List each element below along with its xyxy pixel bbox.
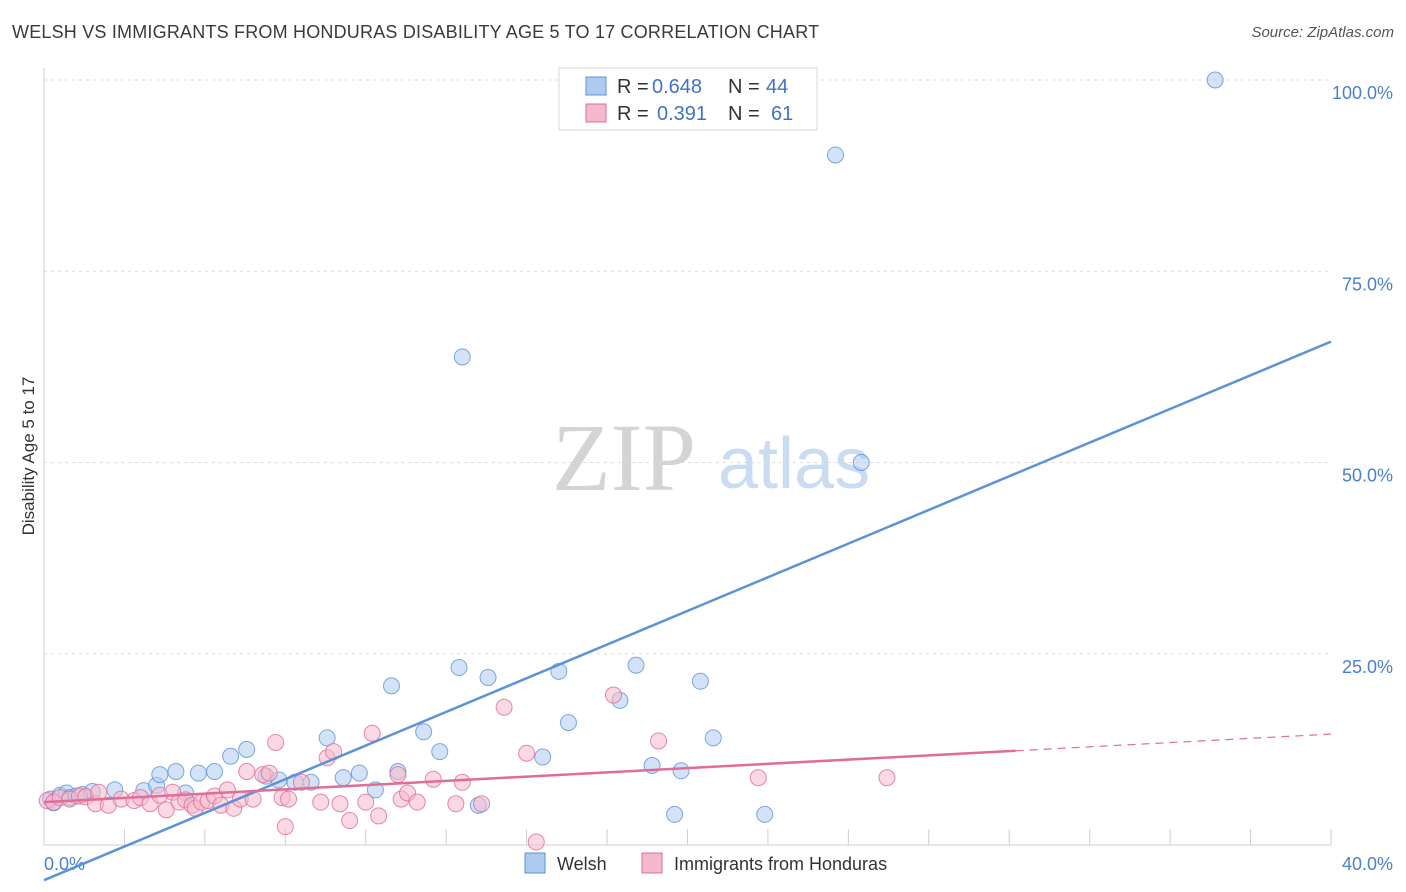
grid [44, 79, 1331, 655]
welsh-point-30 [450, 659, 468, 677]
welsh-point-16 [222, 747, 240, 765]
welsh-point-33 [479, 668, 497, 686]
honduras-point-53 [518, 744, 536, 762]
legend-swatch-welsh [585, 76, 607, 96]
y-tick-label-100: 100.0% [1332, 83, 1393, 103]
honduras-point-44 [389, 766, 407, 784]
honduras-point-39 [331, 795, 349, 813]
points [38, 71, 1224, 851]
honduras-point-54 [527, 833, 545, 851]
watermark-zip: ZIP [552, 404, 696, 511]
welsh-point-22 [318, 729, 336, 747]
welsh-point-24 [350, 764, 368, 782]
legend-welsh-n-value: 44 [766, 76, 788, 98]
welsh-point-31 [453, 348, 471, 366]
stats-legend: R = 0.648 N = 44 R = 0.391 N = 61 [558, 67, 818, 131]
legend-welsh-r-value: 0.648 [652, 76, 702, 98]
series-legend: Welsh Immigrants from Honduras [524, 852, 887, 874]
legend-honduras-n-label: N = [728, 103, 760, 125]
honduras-point-58 [878, 769, 896, 787]
welsh-point-46 [852, 454, 870, 471]
honduras-point-49 [447, 795, 465, 813]
honduras-point-35 [292, 773, 310, 791]
honduras-point-42 [363, 724, 381, 742]
welsh-point-43 [704, 729, 722, 747]
honduras-point-57 [749, 769, 767, 787]
honduras-point-52 [495, 698, 513, 716]
welsh-point-40 [666, 805, 684, 823]
y-axis-label: Disability Age 5 to 17 [19, 377, 38, 536]
honduras-point-56 [650, 732, 668, 750]
legend-bottom-swatch-honduras [641, 852, 663, 874]
welsh-point-12 [167, 763, 185, 781]
honduras-point-51 [473, 795, 491, 813]
honduras-trend-line-extension [1015, 733, 1332, 752]
y-tick-label-75: 75.0% [1342, 274, 1393, 294]
legend-welsh-r-label: R = [617, 76, 649, 98]
legend-honduras-n-value: 61 [771, 103, 793, 125]
welsh-point-45 [827, 146, 845, 164]
legend-honduras-r-value: 0.391 [657, 103, 707, 125]
honduras-point-27 [238, 763, 256, 781]
y-tick-labels: 25.0% 50.0% 75.0% 100.0% [1332, 83, 1393, 677]
honduras-point-55 [604, 686, 622, 704]
honduras-point-43 [370, 807, 388, 825]
welsh-point-17 [238, 740, 256, 758]
y-tick-label-50: 50.0% [1342, 466, 1393, 486]
honduras-point-30 [260, 764, 278, 782]
welsh-point-41 [672, 762, 690, 780]
honduras-point-33 [276, 818, 294, 836]
y-tick-label-25: 25.0% [1342, 657, 1393, 677]
legend-honduras-r-label: R = [617, 103, 649, 125]
watermark-atlas: atlas [718, 424, 870, 504]
welsh-point-44 [756, 805, 774, 823]
chart-source: Source: ZipAtlas.com [1251, 24, 1394, 41]
welsh-point-14 [189, 764, 207, 782]
welsh-point-29 [431, 743, 449, 761]
welsh-point-28 [415, 723, 433, 741]
welsh-point-42 [691, 672, 709, 690]
welsh-point-23 [334, 769, 352, 787]
honduras-point-36 [312, 793, 330, 811]
welsh-point-47 [1206, 71, 1224, 89]
welsh-point-11 [151, 766, 169, 784]
honduras-point-41 [357, 793, 375, 811]
x-tick-label-min: 0.0% [44, 854, 85, 874]
honduras-point-40 [341, 812, 359, 830]
chart-title: WELSH VS IMMIGRANTS FROM HONDURAS DISABI… [12, 22, 820, 42]
welsh-point-34 [534, 748, 552, 766]
welsh-point-36 [559, 714, 577, 732]
x-tick-label-max: 40.0% [1342, 854, 1393, 874]
honduras-point-31 [267, 733, 285, 751]
honduras-point-14 [157, 801, 175, 819]
welsh-point-38 [627, 656, 645, 674]
honduras-point-47 [408, 793, 426, 811]
honduras-point-34 [280, 790, 298, 808]
honduras-point-48 [424, 770, 442, 788]
legend-bottom-swatch-welsh [524, 852, 546, 874]
x-ticks [43, 829, 1332, 845]
legend-bottom-welsh: Welsh [557, 854, 607, 874]
legend-swatch-honduras [585, 103, 607, 123]
welsh-point-15 [206, 763, 224, 781]
welsh-point-26 [382, 677, 400, 695]
legend-bottom-honduras: Immigrants from Honduras [674, 854, 887, 874]
trend-lines [43, 340, 1332, 882]
legend-welsh-n-label: N = [728, 76, 760, 98]
honduras-point-50 [453, 773, 471, 791]
honduras-trend-line [43, 749, 1016, 804]
